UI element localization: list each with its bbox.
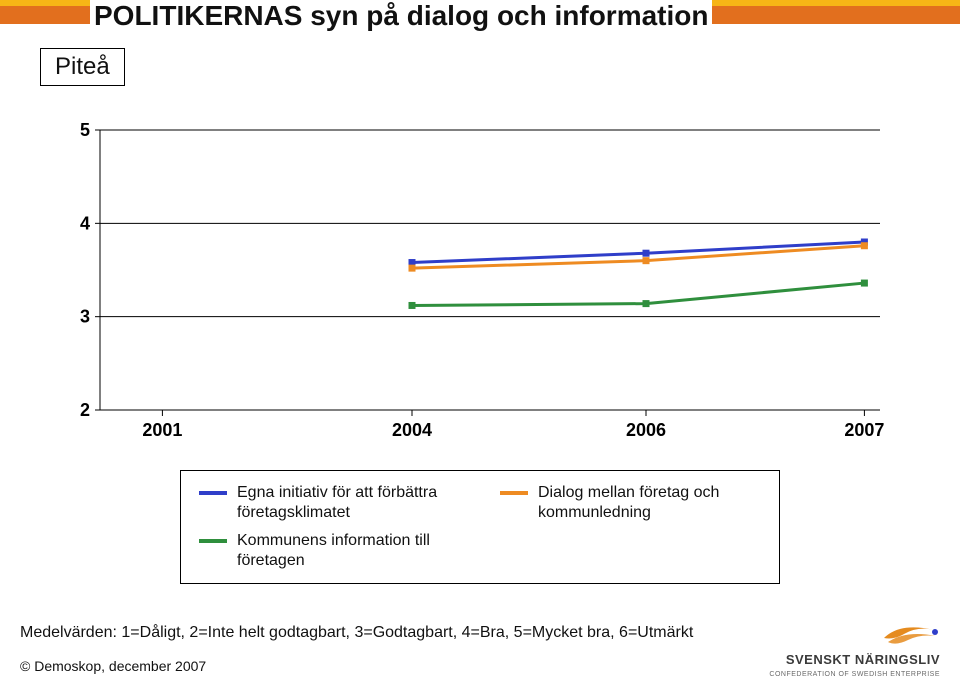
chart: 2 3 4 5 2001 2004 2006 2007	[60, 120, 900, 450]
series-marker-dialog	[409, 265, 416, 272]
series-line-kommunens-information	[412, 283, 864, 305]
legend-item-egna-initiativ: Egna initiativ för att förbättra företag…	[199, 483, 460, 523]
svg-text:3: 3	[80, 307, 90, 327]
svg-text:2006: 2006	[626, 420, 666, 440]
slide: POLITIKERNAS syn på dialog och informati…	[0, 0, 960, 698]
footer-note: Medelvärden: 1=Dåligt, 2=Inte helt godta…	[20, 624, 693, 642]
brand-tagline: CONFEDERATION OF SWEDISH ENTERPRISE	[769, 671, 940, 678]
subtitle-box: Piteå	[40, 48, 125, 86]
legend-label-kommunens-information: Kommunens information till företagen	[237, 531, 460, 571]
subtitle-text: Piteå	[55, 53, 110, 80]
series-marker-dialog	[643, 257, 650, 264]
legend-swatch-egna-initiativ	[199, 491, 227, 495]
title-container: POLITIKERNAS syn på dialog och informati…	[90, 0, 712, 36]
brand-block: SVENSKT NÄRINGSLIV CONFEDERATION OF SWED…	[769, 620, 940, 678]
svg-text:2: 2	[80, 400, 90, 420]
copyright: © Demoskop, december 2007	[20, 658, 206, 674]
series-marker-kommunens-information	[409, 302, 416, 309]
series-marker-dialog	[861, 242, 868, 249]
series-line-dialog	[412, 246, 864, 268]
svg-text:5: 5	[80, 120, 90, 140]
series-marker-kommunens-information	[643, 300, 650, 307]
series-marker-egna-initiativ	[643, 250, 650, 257]
legend-label-egna-initiativ: Egna initiativ för att förbättra företag…	[237, 483, 460, 523]
legend-item-kommunens-information: Kommunens information till företagen	[199, 531, 460, 571]
svg-text:2001: 2001	[142, 420, 182, 440]
legend-item-dialog: Dialog mellan företag och kommunledning	[500, 483, 761, 523]
series-marker-kommunens-information	[861, 280, 868, 287]
legend-swatch-dialog	[500, 491, 528, 495]
legend: Egna initiativ för att förbättra företag…	[180, 470, 780, 584]
svg-text:4: 4	[80, 213, 90, 233]
legend-label-dialog: Dialog mellan företag och kommunledning	[538, 483, 761, 523]
legend-column-2: Dialog mellan företag och kommunledning	[500, 483, 761, 571]
legend-column-1: Egna initiativ för att förbättra företag…	[199, 483, 460, 571]
brand-logo-icon	[880, 620, 940, 648]
page-title: POLITIKERNAS syn på dialog och informati…	[94, 0, 708, 32]
header-stripe: POLITIKERNAS syn på dialog och informati…	[0, 0, 960, 24]
svg-text:2007: 2007	[844, 420, 884, 440]
legend-swatch-kommunens-information	[199, 539, 227, 543]
svg-text:2004: 2004	[392, 420, 432, 440]
brand-name: SVENSKT NÄRINGSLIV	[786, 652, 940, 667]
line-chart-svg: 2 3 4 5 2001 2004 2006 2007	[60, 120, 900, 450]
